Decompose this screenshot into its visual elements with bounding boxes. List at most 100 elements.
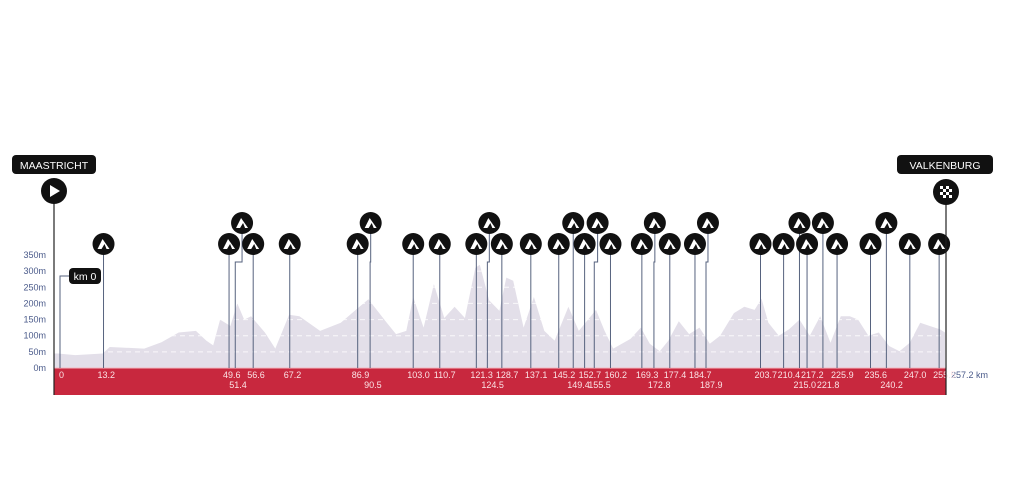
climb-marker[interactable] bbox=[242, 233, 265, 368]
climb-marker[interactable] bbox=[630, 233, 653, 368]
climb-marker[interactable] bbox=[796, 233, 819, 368]
mountain-icon bbox=[483, 218, 496, 228]
climb-leader-line bbox=[705, 223, 709, 368]
mountain-icon bbox=[663, 239, 676, 249]
mountain-icon bbox=[591, 218, 604, 228]
km-label: 184.7 bbox=[689, 370, 712, 380]
climb-marker[interactable] bbox=[346, 233, 369, 368]
climb-marker[interactable] bbox=[402, 233, 425, 368]
km-label: 255.5 bbox=[933, 370, 956, 380]
climb-marker[interactable] bbox=[278, 233, 301, 368]
climb-marker[interactable] bbox=[811, 212, 834, 368]
checker-square bbox=[940, 186, 943, 189]
climb-marker[interactable] bbox=[359, 212, 382, 368]
km-label: 210.4 bbox=[778, 370, 801, 380]
mountain-icon bbox=[495, 239, 508, 249]
mountain-icon bbox=[864, 239, 877, 249]
km-label: 240.2 bbox=[880, 380, 903, 390]
climb-marker[interactable] bbox=[643, 212, 666, 368]
distance-band: 257.2 km 0 13.2 49.651.456.6 67.2 86.990.5 103… bbox=[54, 367, 988, 395]
km-label: 177.4 bbox=[664, 370, 687, 380]
km-label: 215.0 bbox=[793, 380, 816, 390]
climb-marker[interactable] bbox=[696, 212, 719, 368]
distance-band-bar bbox=[54, 368, 946, 395]
climb-marker[interactable] bbox=[92, 233, 115, 368]
climb-marker[interactable] bbox=[875, 212, 898, 368]
km-label: 103.0 bbox=[407, 370, 430, 380]
climb-marker[interactable] bbox=[547, 233, 570, 368]
km-label: 217.2 bbox=[801, 370, 824, 380]
climb-marker[interactable] bbox=[826, 233, 849, 368]
mountain-icon bbox=[880, 218, 893, 228]
climb-marker[interactable] bbox=[586, 212, 609, 368]
km-label: 155.5 bbox=[588, 380, 611, 390]
km-label: 110.7 bbox=[434, 370, 456, 380]
elevation-area bbox=[54, 264, 945, 368]
km-label: 86.9 bbox=[352, 370, 370, 380]
y-tick-label: 100m bbox=[23, 331, 46, 341]
km-label: 121.3 bbox=[470, 370, 493, 380]
mountain-icon bbox=[648, 218, 661, 228]
mountain-icon bbox=[433, 239, 446, 249]
km-label: 221.8 bbox=[817, 380, 840, 390]
climb-marker[interactable] bbox=[478, 212, 501, 368]
climb-marker[interactable] bbox=[749, 233, 772, 368]
km-label: 56.6 bbox=[247, 370, 265, 380]
mountain-icon bbox=[801, 239, 814, 249]
mountain-icon bbox=[552, 239, 565, 249]
mountain-icon bbox=[831, 239, 844, 249]
climb-marker[interactable] bbox=[519, 233, 542, 368]
mountain-icon bbox=[223, 239, 236, 249]
climb-marker[interactable] bbox=[772, 233, 795, 368]
climb-marker[interactable] bbox=[928, 233, 951, 368]
mountain-icon bbox=[283, 239, 296, 249]
mountain-icon bbox=[754, 239, 767, 249]
km-label: 172.8 bbox=[648, 380, 671, 390]
checker-square bbox=[946, 186, 949, 189]
checker-square bbox=[949, 189, 952, 192]
total-distance-label: 257.2 km bbox=[951, 370, 988, 380]
climb-marker[interactable] bbox=[898, 233, 921, 368]
climb-markers bbox=[92, 212, 951, 368]
y-axis: 0m 50m 100m 150m 200m 250m 300m 350m bbox=[23, 250, 46, 373]
km-label: 145.2 bbox=[553, 370, 576, 380]
km-label: 137.1 bbox=[525, 370, 548, 380]
climb-marker[interactable] bbox=[658, 233, 681, 368]
mountain-icon bbox=[97, 239, 110, 249]
climb-marker[interactable] bbox=[428, 233, 451, 368]
climb-leader-line bbox=[369, 223, 372, 368]
km-label: 152.7 bbox=[579, 370, 602, 380]
km-label: 149.4 bbox=[567, 380, 590, 390]
km0-badge bbox=[69, 268, 101, 284]
y-tick-label: 200m bbox=[23, 298, 46, 308]
climb-marker[interactable] bbox=[562, 212, 585, 368]
checker-square bbox=[943, 195, 946, 198]
climb-marker[interactable] bbox=[490, 233, 513, 368]
climb-marker[interactable] bbox=[683, 233, 706, 368]
climb-leader-line bbox=[486, 223, 490, 368]
y-tick-label: 0m bbox=[33, 363, 46, 373]
climb-marker[interactable] bbox=[859, 233, 882, 368]
km0-leader-line bbox=[59, 275, 70, 368]
km-label: 13.2 bbox=[98, 370, 116, 380]
km-label: 247.0 bbox=[904, 370, 927, 380]
mountain-icon bbox=[604, 239, 617, 249]
km-label: 169.3 bbox=[636, 370, 659, 380]
elevation-profile bbox=[54, 264, 945, 368]
mountain-icon bbox=[567, 218, 580, 228]
climb-marker[interactable] bbox=[599, 233, 622, 368]
mountain-icon bbox=[236, 218, 249, 228]
km-label: 160.2 bbox=[604, 370, 627, 380]
climb-marker[interactable] bbox=[573, 233, 596, 368]
km-label: 187.9 bbox=[700, 380, 723, 390]
mountain-icon bbox=[524, 239, 537, 249]
climb-marker[interactable] bbox=[465, 233, 488, 368]
finish-name-badge bbox=[897, 155, 993, 174]
mountain-icon bbox=[688, 239, 701, 249]
climb-marker[interactable] bbox=[231, 212, 254, 368]
y-tick-label: 300m bbox=[23, 266, 46, 276]
y-tick-label: 350m bbox=[23, 250, 46, 260]
climb-marker[interactable] bbox=[218, 233, 241, 368]
mountain-icon bbox=[701, 218, 714, 228]
checker-square bbox=[946, 192, 949, 195]
